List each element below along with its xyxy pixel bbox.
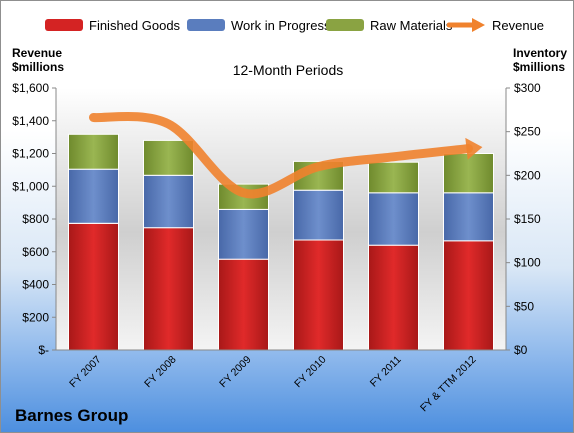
legend-swatch-raw-materials — [326, 19, 364, 31]
bar-finished-goods-fy-2009 — [218, 258, 269, 351]
bar-work-in-progress-fy-2009 — [218, 208, 269, 260]
x-tick-label-fy-2009: FY 2009 — [217, 354, 254, 391]
legend-swatch-finished-goods — [45, 19, 83, 31]
left-tick-label: $800 — [22, 212, 49, 226]
right-tick-label: $0 — [514, 343, 528, 357]
legend-revenue: Revenue — [447, 17, 544, 33]
bar-work-in-progress-fy-ttm-2012 — [443, 192, 494, 242]
right-tick-label: $50 — [514, 299, 534, 313]
legend-finished-goods: Finished Goods — [45, 17, 180, 33]
right-tick-label: $150 — [514, 212, 541, 226]
left-tick-label: $1,400 — [12, 114, 49, 128]
left-axis-title-line1: Revenue — [12, 46, 63, 60]
revenue-line — [89, 112, 473, 199]
chart-title: 12-Month Periods — [232, 62, 344, 78]
right-tick-label: $100 — [514, 256, 541, 270]
bar-finished-goods-fy-2011 — [368, 244, 419, 351]
bar-work-in-progress-fy-2011 — [368, 192, 419, 246]
left-tick-label: $1,200 — [12, 147, 49, 161]
bar-raw-materials-fy-2008 — [143, 139, 194, 176]
right-tick-label: $250 — [514, 125, 541, 139]
right-axis-title-line1: Inventory — [513, 46, 568, 60]
right-tick-label: $200 — [514, 168, 541, 182]
legend-label-revenue: Revenue — [492, 17, 545, 33]
bar-finished-goods-fy-2010 — [293, 239, 344, 351]
right-tick-label: $300 — [514, 81, 541, 95]
legend-label-finished-goods: Finished Goods — [89, 17, 181, 33]
legend-label-raw-materials: Raw Materials — [370, 17, 453, 33]
bar-raw-materials-fy-2011 — [368, 161, 419, 194]
x-tick-label-fy-2007: FY 2007 — [67, 354, 104, 391]
left-axis-title-line2: $millions — [12, 60, 65, 74]
legend-work-in-progress: Work in Progress — [187, 17, 330, 33]
left-tick-label: $200 — [22, 310, 49, 324]
bar-finished-goods-fy-2007 — [68, 222, 119, 351]
left-tick-label: $1,600 — [12, 81, 49, 95]
bar-finished-goods-fy-2008 — [143, 227, 194, 351]
x-tick-label-fy-2010: FY 2010 — [292, 354, 329, 391]
x-tick-label-fy-2011: FY 2011 — [368, 354, 404, 390]
left-tick-label: $- — [38, 343, 49, 357]
revenue-arrowhead — [465, 137, 483, 160]
legend-arrow-icon — [447, 18, 485, 32]
legend-label-work-in-progress: Work in Progress — [231, 17, 331, 33]
legend-raw-materials: Raw Materials — [326, 17, 452, 33]
bar-work-in-progress-fy-2010 — [293, 189, 344, 241]
right-axis-title: Inventory $millions — [513, 46, 567, 74]
x-tick-label-fy-ttm-2012: FY & TTM 2012 — [418, 354, 479, 415]
left-axis-title: Revenue $millions — [12, 46, 64, 74]
bar-raw-materials-fy-2007 — [68, 133, 119, 170]
bar-raw-materials-fy-ttm-2012 — [443, 153, 494, 194]
legend-swatch-work-in-progress — [187, 19, 225, 31]
bar-work-in-progress-fy-2007 — [68, 168, 119, 224]
right-axis-title-line2: $millions — [513, 60, 566, 74]
plot-area — [56, 88, 506, 350]
company-name: Barnes Group — [15, 406, 129, 425]
bar-finished-goods-fy-ttm-2012 — [443, 240, 494, 351]
bar-work-in-progress-fy-2008 — [143, 174, 194, 229]
x-tick-label-fy-2008: FY 2008 — [142, 354, 179, 391]
left-tick-label: $400 — [22, 278, 49, 292]
left-tick-label: $1,000 — [12, 179, 49, 193]
left-tick-label: $600 — [22, 245, 49, 259]
